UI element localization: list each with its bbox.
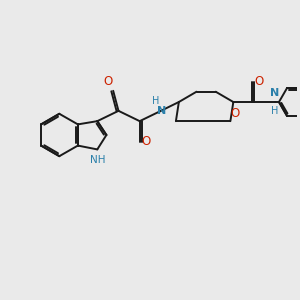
Text: N: N [270, 88, 279, 98]
Text: NH: NH [90, 155, 106, 165]
Text: O: O [142, 135, 151, 148]
Text: O: O [103, 76, 112, 88]
Text: O: O [255, 75, 264, 88]
Text: H: H [152, 96, 160, 106]
Text: O: O [230, 107, 240, 120]
Text: N: N [157, 106, 166, 116]
Text: H: H [271, 106, 278, 116]
